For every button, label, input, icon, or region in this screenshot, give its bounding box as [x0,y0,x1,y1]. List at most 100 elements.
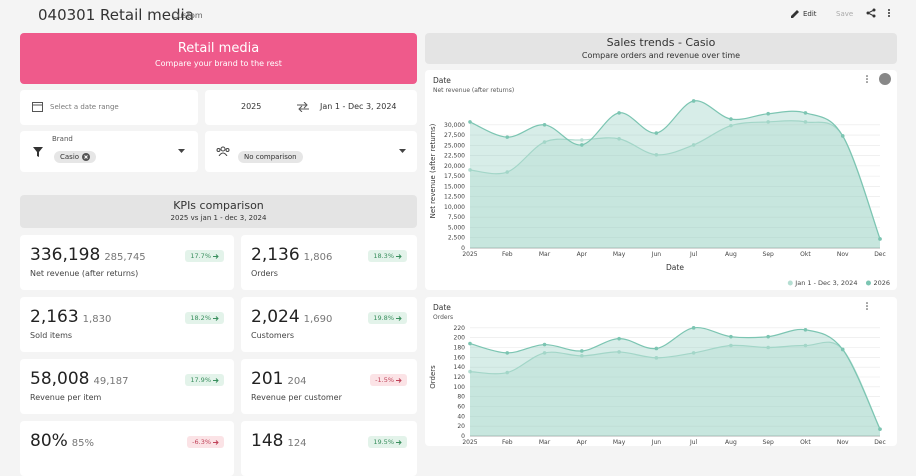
share-icon[interactable] [866,8,876,18]
brand-filter[interactable]: Brand Casio [20,131,198,172]
x-tick-label: Apr [577,251,588,258]
x-tick-label: May [613,251,626,258]
point [654,346,659,351]
kpi-value: 2,163 [30,307,79,327]
chip-remove[interactable] [82,153,91,161]
kpi-value: 148 [251,431,284,451]
calendar-icon [32,102,43,112]
x-tick-label: May [613,439,626,446]
kpi-change-value: 18.3% [373,252,394,260]
more-icon[interactable] [886,8,892,18]
kpi-change-value: 18.2% [190,314,211,322]
y-tick-label: 22,500 [444,153,465,160]
kpi-change: 18.2% [185,312,224,324]
kpi-values: 80% 85% [30,431,94,451]
date-picker[interactable]: Select a date range [20,90,198,125]
menu-dot [866,81,868,83]
kpi-previous: 204 [287,376,307,387]
kpi-previous: 1,690 [303,314,333,325]
point [840,134,845,138]
kpi-change-value: -1.5% [375,376,394,384]
x-tick-label: Jul [689,251,698,258]
kpi-change: 17.9% [185,374,224,386]
point [766,334,770,339]
point [468,341,472,346]
page-title: 040301 Retail media [38,6,194,24]
kpi-change: 19.5% [368,436,407,448]
kpi-header: KPIs comparison 2025 vs jan 1 - dec 3, 2… [20,195,417,228]
arrow-icon [213,377,219,383]
comparison[interactable]: No comparison [238,151,303,163]
y-tick-label: 30,000 [444,122,465,129]
dashboard: { "header": {"title": "040301 Retail med… [20,6,897,476]
banner-subtitle: Compare your brand to the rest [155,59,282,68]
kpi-previous: 1,830 [82,314,112,325]
x-tick-label: Jun [651,439,662,446]
point [468,168,472,172]
comparison-period: Jan 1 - Dec 3, 2024 [320,102,397,111]
kpi-value: 2,136 [251,245,300,265]
edit-icon[interactable] [790,9,800,19]
point [617,336,621,341]
kpi-change-value: 19.5% [373,438,394,446]
y-tick-label: 140 [454,364,466,371]
kpi-card: 2,136 1,806 18.3% Orders [241,235,417,290]
point [654,356,659,360]
y-tick-label: 7,500 [448,214,465,221]
point [691,351,696,355]
kpi-value: 58,008 [30,369,90,389]
point [617,136,621,141]
area [470,100,880,248]
period-selector[interactable]: 2025 Jan 1 - Dec 3, 2024 [205,90,417,125]
x-tick-label: 2025 [462,439,477,446]
y-tick-label: 80 [457,394,465,401]
y-tick-label: 20,000 [444,163,465,170]
menu-dot [866,302,868,304]
x-tick-label: Okt [800,251,811,258]
legend-label: Jan 1 - Dec 3, 2024 [794,279,857,287]
y-tick-label: 40 [457,413,465,420]
point [766,345,770,350]
x-tick-label: Dec [874,251,886,258]
kpi-label: Sold items [30,331,73,340]
chart-action-button[interactable] [879,73,891,85]
kpi-previous: 285,745 [104,252,146,263]
x-axis-title: Date [666,263,684,272]
brand-label: Brand [52,135,73,143]
area [470,120,880,248]
point [878,427,882,431]
x-tick-label: Mar [539,439,551,446]
y-tick-label: 10,000 [444,204,465,211]
point [766,120,770,124]
x-tick-label: Sep [763,439,775,446]
y-tick-label: 120 [454,374,466,381]
revenue-chart: Date Net revenue (after returns) 0 2,500 5,0… [425,70,897,290]
comparison-filter[interactable]: No comparison [205,131,417,172]
point [542,342,547,347]
arrow-icon [396,377,402,383]
point [580,138,584,142]
x-tick-label: Dec [874,439,886,446]
point [468,120,472,124]
arrow-icon [213,315,219,321]
banner-title: Retail media [177,41,260,56]
edit-button[interactable]: Edit [803,10,817,18]
brand: Casio [60,153,80,161]
x-tick-label: Feb [502,251,513,258]
x-tick-label: 2025 [462,251,477,258]
kpi-values: 2,136 1,806 [251,245,332,265]
brand-chip[interactable]: Casio [54,144,97,163]
kpi-change-value: 17.7% [190,252,211,260]
group-icon [216,146,230,156]
y-axis-title: Net revenue (after returns) [429,123,437,218]
compare-icon [297,102,309,112]
kpi-previous: 49,187 [93,376,129,387]
kpi-change: 19.8% [368,312,407,324]
y-tick-label: 15,000 [444,183,465,190]
chart-subheader: Orders [433,314,453,321]
save-button[interactable]: Save [836,10,854,18]
kpi-card: 201 204 -1.5% Revenue per customer [241,359,417,414]
arrow-icon [213,439,219,445]
point [542,351,547,355]
point [766,111,770,116]
